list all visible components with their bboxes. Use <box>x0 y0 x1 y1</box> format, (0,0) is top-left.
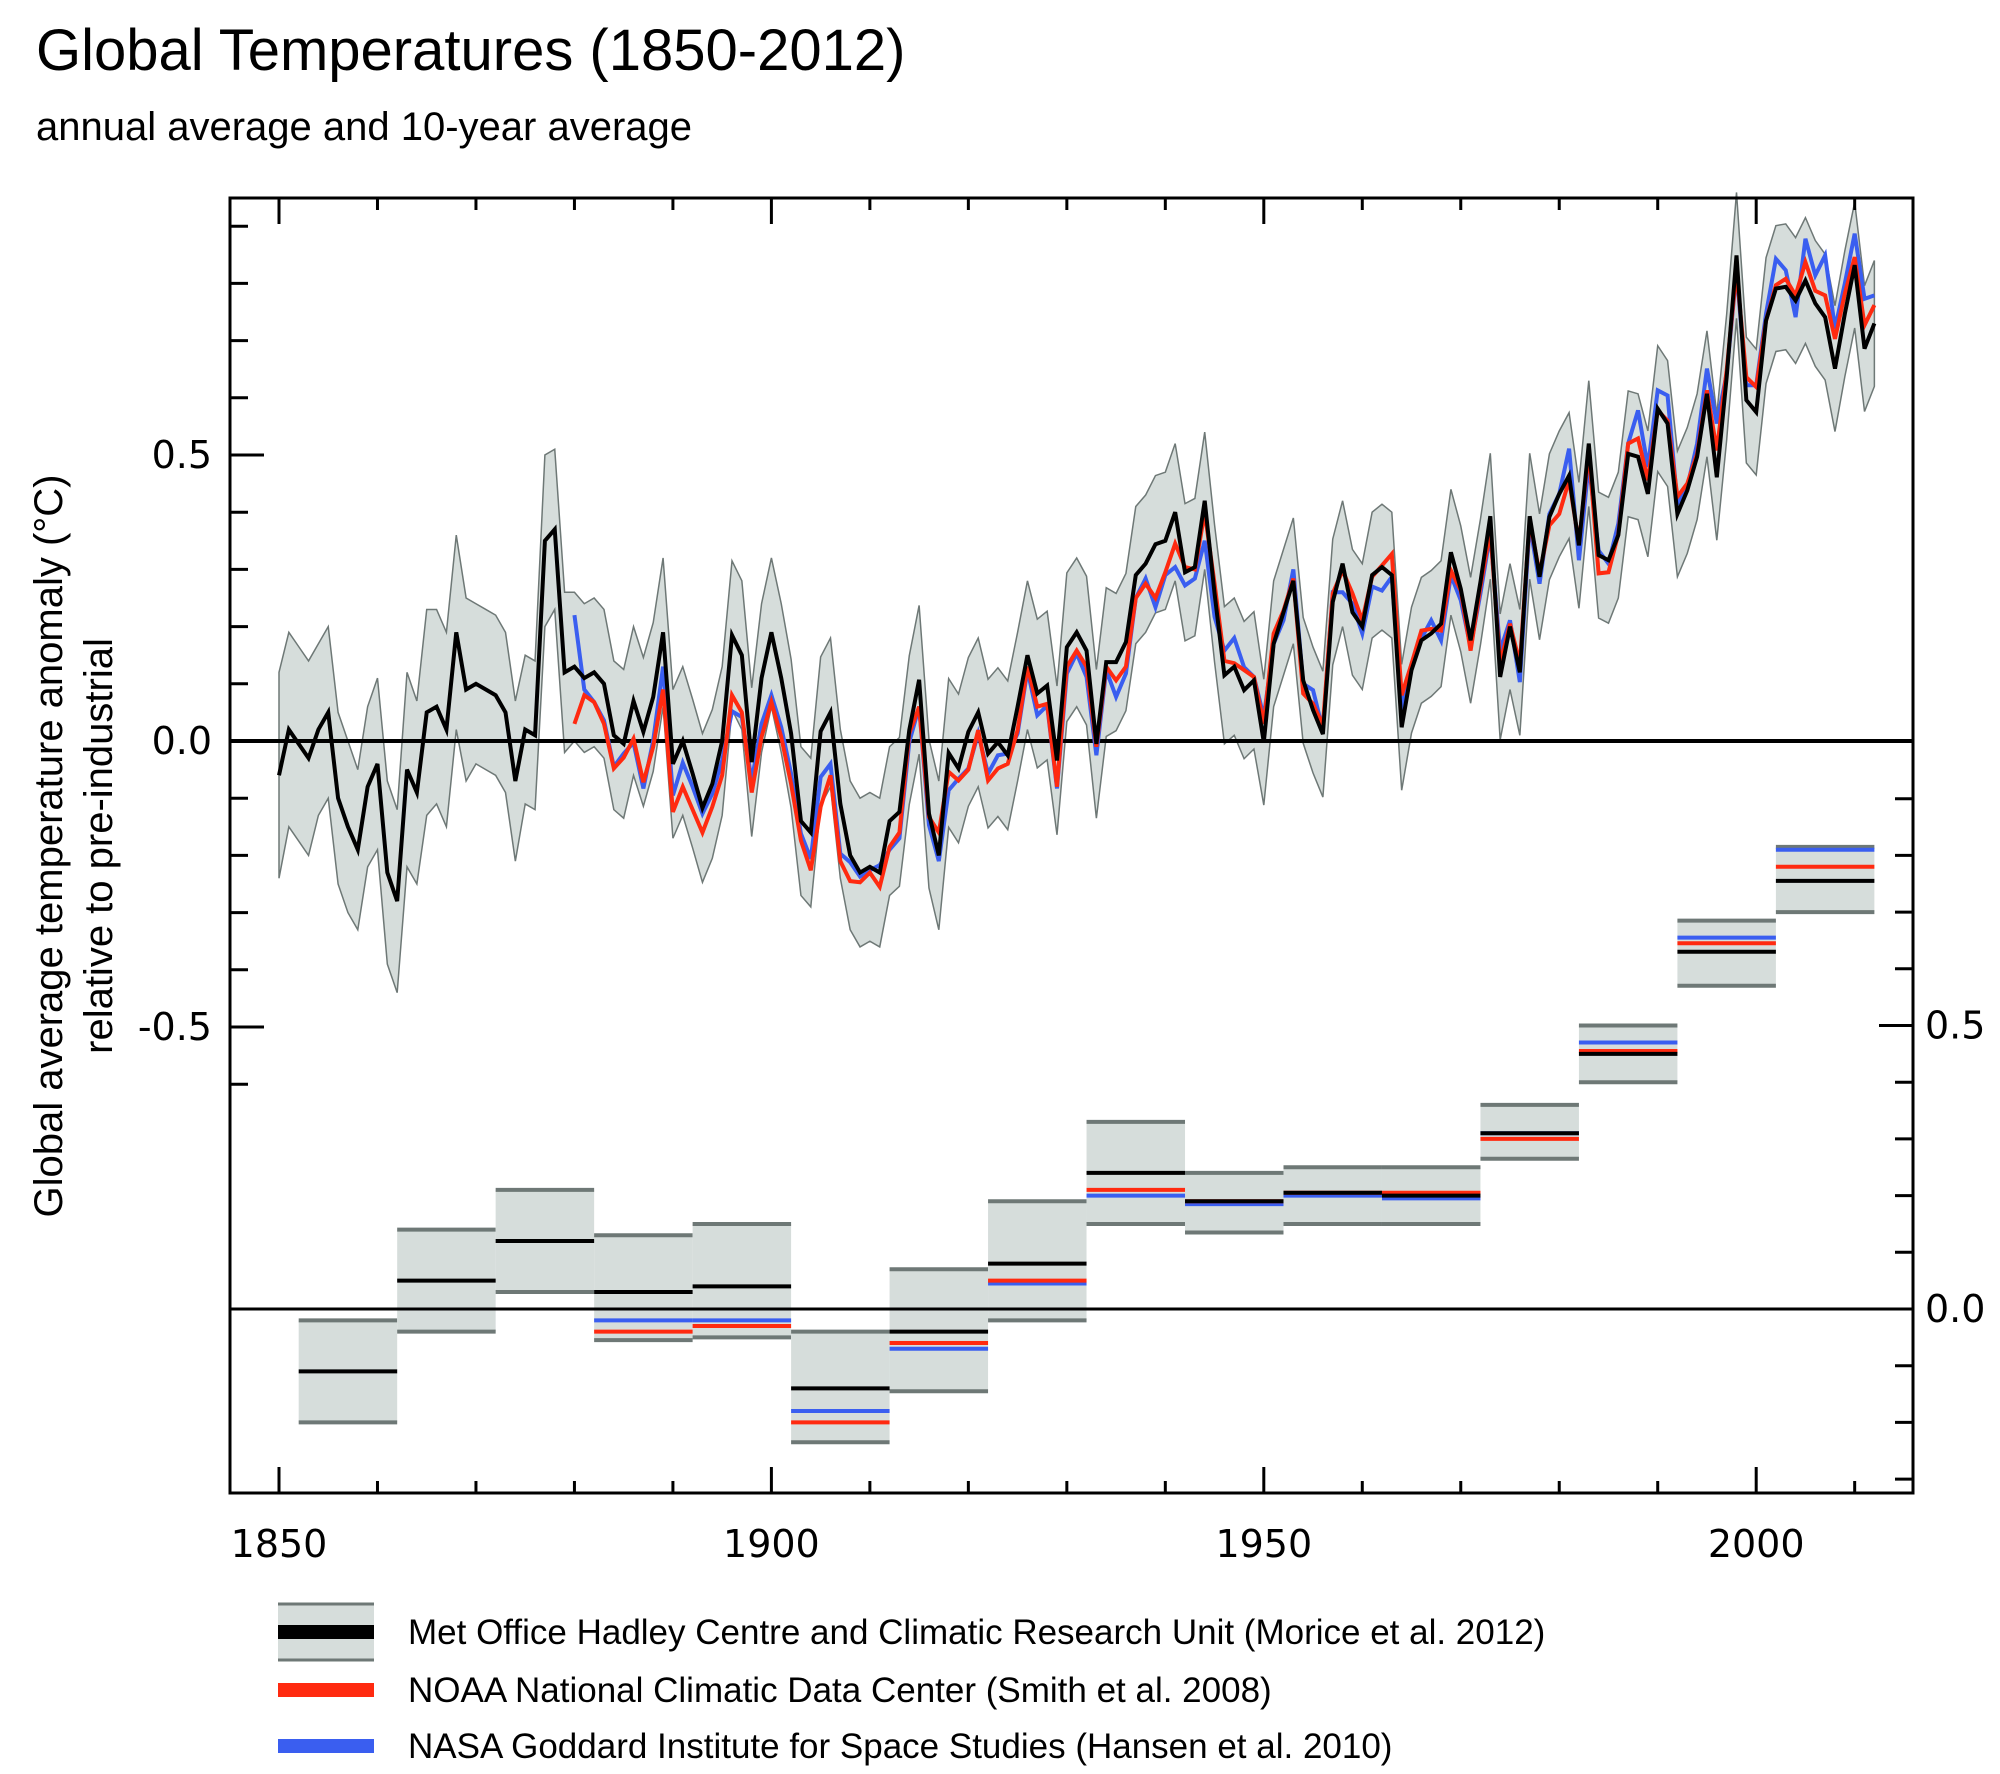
x-tick-label: 1850 <box>231 1522 328 1566</box>
plot-frame <box>228 196 1915 1495</box>
chart-subtitle: annual average and 10-year average <box>36 105 692 149</box>
axes: 1850 1900 1950 2000 -0.5 0.0 0.5 0.0 0.5 <box>138 196 1985 1566</box>
legend-label: NOAA National Climatic Data Center (Smit… <box>408 1671 1272 1710</box>
y-axis-label-group: Global average temperature anomaly (°C) … <box>27 474 121 1217</box>
decadal-box <box>594 1233 693 1343</box>
decadal-range <box>594 1235 693 1341</box>
y-tick-label-left: 0.0 <box>152 719 212 763</box>
legend-entry-noaa: NOAA National Climatic Data Center (Smit… <box>278 1671 1272 1710</box>
annual-uncertainty-band <box>278 192 1876 993</box>
y-axis-label-secondary: relative to pre-industrial <box>77 638 121 1054</box>
legend-label: NASA Goddard Institute for Space Studies… <box>408 1727 1392 1766</box>
legend-swatch-noaa <box>278 1683 374 1697</box>
legend-entry-nasa: NASA Goddard Institute for Space Studies… <box>278 1727 1392 1766</box>
legend: Met Office Hadley Centre and Climatic Re… <box>278 1602 1545 1766</box>
x-tick-label: 1950 <box>1215 1522 1312 1566</box>
y-tick-label-right: 0.5 <box>1925 1004 1985 1048</box>
decadal-range <box>988 1201 1087 1321</box>
chart-title: Global Temperatures (1850-2012) <box>36 18 905 83</box>
legend-swatch-nasa <box>278 1739 374 1753</box>
decadal-box <box>988 1199 1087 1323</box>
y-tick-label-left: 0.5 <box>152 433 212 477</box>
x-tick-label: 2000 <box>1708 1522 1805 1566</box>
annual-hadcrut-line <box>277 255 1877 902</box>
x-tick-label: 1900 <box>723 1522 820 1566</box>
y-tick-label-right: 0.0 <box>1925 1287 1985 1331</box>
y-tick-label-left: -0.5 <box>138 1005 212 1049</box>
legend-swatch-hadcrut <box>278 1625 374 1639</box>
plot-area <box>230 192 1913 1445</box>
legend-entry-hadcrut: Met Office Hadley Centre and Climatic Re… <box>278 1602 1545 1662</box>
y-axis-label: Global average temperature anomaly (°C) <box>27 474 71 1217</box>
legend-label: Met Office Hadley Centre and Climatic Re… <box>408 1613 1545 1652</box>
